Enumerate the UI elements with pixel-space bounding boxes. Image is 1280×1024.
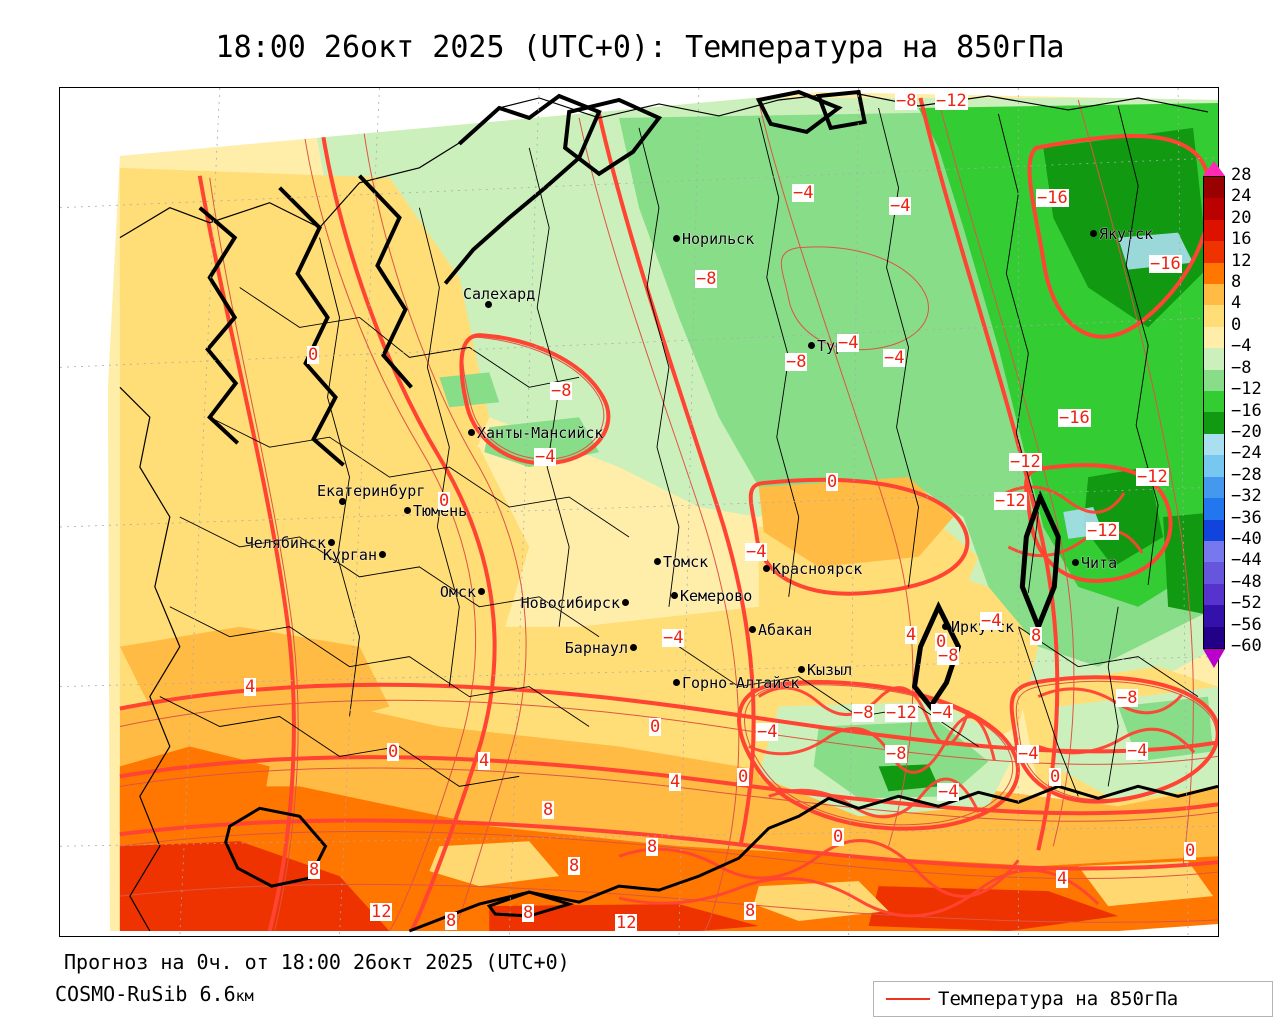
colorbar-band (1204, 498, 1224, 520)
colorbar-band (1204, 412, 1224, 434)
colorbar-band (1204, 562, 1224, 584)
colorbar-tick-label: −12 (1231, 379, 1262, 400)
colorbar-band (1204, 540, 1224, 563)
colorbar-tick-label: −52 (1231, 593, 1262, 614)
colorbar-tick-label: −60 (1231, 636, 1262, 656)
colorbar-tick-label: 12 (1231, 250, 1252, 271)
colorbar-tick-label: 20 (1231, 207, 1252, 228)
colorbar-tick-label: −16 (1231, 400, 1262, 421)
colorbar-band (1204, 305, 1224, 327)
colorbar-tick-label: −40 (1231, 528, 1262, 549)
colorbar-tick-label: −20 (1231, 421, 1262, 442)
colorbar-band (1204, 262, 1224, 285)
colorbar-band (1204, 519, 1224, 541)
model-unit: км (235, 987, 254, 1005)
colorbar-tick-label: 16 (1231, 229, 1252, 250)
colorbar-tick-label: −36 (1231, 507, 1262, 528)
colorbar-tick-label: −24 (1231, 443, 1262, 464)
colorbar-tick-label: 0 (1231, 314, 1242, 335)
colorbar-band (1204, 433, 1224, 456)
colorbar-tick-label: −56 (1231, 614, 1262, 635)
colorbar-band (1204, 284, 1224, 306)
colorbar-tick-labels: 28 24 20 16 12 8 4 0 −4 −8 −12 −16 −20 −24 −28 −32 −36 −4… (1228, 161, 1280, 671)
colorbar-tick-label: 4 (1231, 293, 1242, 314)
colorbar-band (1204, 605, 1224, 627)
legend-label: Температура на 850гПа (938, 988, 1179, 1010)
colorbar-band (1204, 476, 1224, 499)
colorbar-tick-label: −32 (1231, 486, 1262, 507)
map-legend: Температура на 850гПа (873, 981, 1273, 1017)
colorbar-tick-label: 28 (1231, 165, 1252, 185)
colorbar-band (1204, 391, 1224, 413)
colorbar-band (1204, 583, 1224, 606)
model-name: COSMO-RuSib 6.6 (55, 982, 236, 1006)
colorbar-band (1204, 177, 1224, 199)
colorbar-tick-label: 24 (1231, 186, 1252, 207)
colorbar-band (1204, 219, 1224, 242)
colorbar-band (1204, 626, 1224, 648)
legend-line-swatch (886, 998, 930, 1000)
colorbar-over-arrow-icon (1203, 161, 1225, 176)
colorbar-tick-label: 8 (1231, 272, 1242, 293)
colorbar-tick-label: −4 (1231, 336, 1252, 357)
colorbar-band (1204, 369, 1224, 392)
model-info-text: COSMO-RuSib 6.6км (55, 982, 254, 1006)
forecast-info-text: Прогноз на 0ч. от 18:00 26окт 2025 (UTC+… (64, 950, 570, 974)
colorbar-band (1204, 241, 1224, 263)
colorbar-tick-label: −8 (1231, 357, 1252, 378)
colorbar-band (1204, 455, 1224, 477)
colorbar-tick-label: −28 (1231, 464, 1262, 485)
colorbar[interactable] (1203, 176, 1225, 649)
colorbar-tick-label: −48 (1231, 571, 1262, 592)
colorbar-under-arrow-icon (1203, 649, 1225, 668)
colorbar-band (1204, 326, 1224, 349)
map-panel[interactable]: Норильск Салехард Тура Якутск Ханты-Мансийск… (59, 87, 1219, 937)
page-title: 18:00 26окт 2025 (UTC+0): Температура на… (215, 30, 1065, 65)
colorbar-band (1204, 348, 1224, 370)
map-raster (60, 88, 1218, 936)
colorbar-tick-label: −44 (1231, 550, 1262, 571)
colorbar-band (1204, 198, 1224, 220)
